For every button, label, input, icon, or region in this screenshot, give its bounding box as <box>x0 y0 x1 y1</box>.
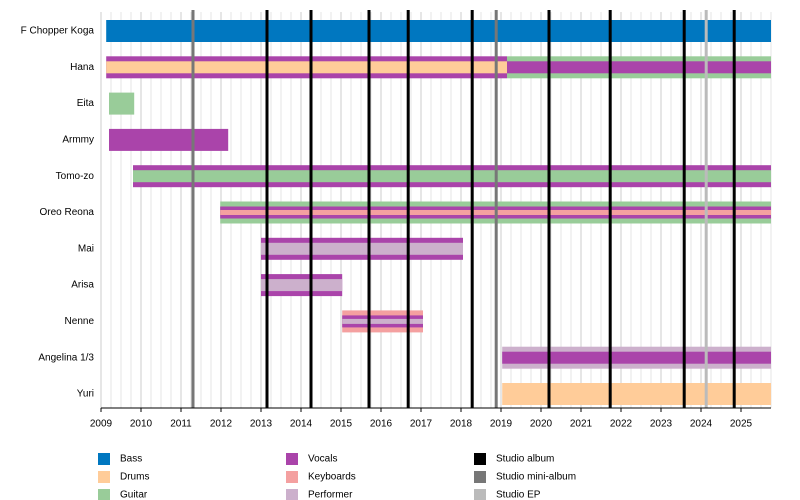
x-tick-label: 2011 <box>170 419 192 430</box>
legend-swatch <box>286 453 298 465</box>
member-name: Mai <box>78 243 94 254</box>
legend-swatch <box>474 471 486 483</box>
member-name: F Chopper Koga <box>21 26 95 37</box>
member-span <box>342 318 423 324</box>
legend-swatch <box>98 489 110 500</box>
member-span <box>106 61 507 74</box>
x-tick-label: 2014 <box>290 419 313 430</box>
member-name: Hana <box>70 62 94 73</box>
legend-label: Studio mini-album <box>496 472 576 483</box>
legend-swatch <box>474 453 486 465</box>
legend-label: Vocals <box>308 454 337 465</box>
legend-label: Performer <box>308 490 353 500</box>
x-tick-label: 2013 <box>250 419 273 430</box>
legend-swatch <box>286 489 298 500</box>
x-tick-label: 2012 <box>210 419 233 430</box>
x-tick-label: 2018 <box>450 419 473 430</box>
x-tick-label: 2020 <box>530 419 553 430</box>
member-span <box>502 351 771 364</box>
member-span <box>133 170 771 183</box>
legend-label: Drums <box>120 472 149 483</box>
x-tick-label: 2021 <box>570 419 593 430</box>
x-tick-label: 2022 <box>610 419 633 430</box>
member-name: Nenne <box>65 316 95 327</box>
member-span <box>507 61 771 74</box>
member-span <box>502 383 771 405</box>
x-tick-label: 2010 <box>130 419 153 430</box>
member-name: Armmy <box>62 135 94 146</box>
legend-swatch <box>286 471 298 483</box>
member-name: Yuri <box>77 389 94 400</box>
x-tick-label: 2009 <box>90 419 113 430</box>
member-span <box>261 279 343 292</box>
member-name: Oreo Reona <box>40 207 95 218</box>
legend-swatch <box>98 453 110 465</box>
legend-label: Guitar <box>120 490 148 500</box>
member-name: Arisa <box>71 280 94 291</box>
x-tick-label: 2023 <box>650 419 673 430</box>
x-tick-label: 2024 <box>690 419 713 430</box>
member-name: Eita <box>77 98 95 109</box>
legend-label: Keyboards <box>308 472 356 483</box>
x-tick-label: 2025 <box>730 419 753 430</box>
legend-label: Studio album <box>496 454 554 465</box>
member-span <box>109 92 135 115</box>
member-span <box>261 242 463 255</box>
legend-label: Studio EP <box>496 490 541 500</box>
legend-swatch <box>474 489 486 500</box>
x-tick-label: 2015 <box>330 419 353 430</box>
x-tick-label: 2019 <box>490 419 513 430</box>
member-name: Angelina 1/3 <box>38 352 94 363</box>
member-span <box>106 20 771 42</box>
member-span <box>109 128 229 151</box>
legend-label: Bass <box>120 454 142 465</box>
legend-swatch <box>98 471 110 483</box>
x-tick-label: 2016 <box>370 419 393 430</box>
member-name: Tomo-zo <box>56 171 95 182</box>
x-tick-label: 2017 <box>410 419 433 430</box>
